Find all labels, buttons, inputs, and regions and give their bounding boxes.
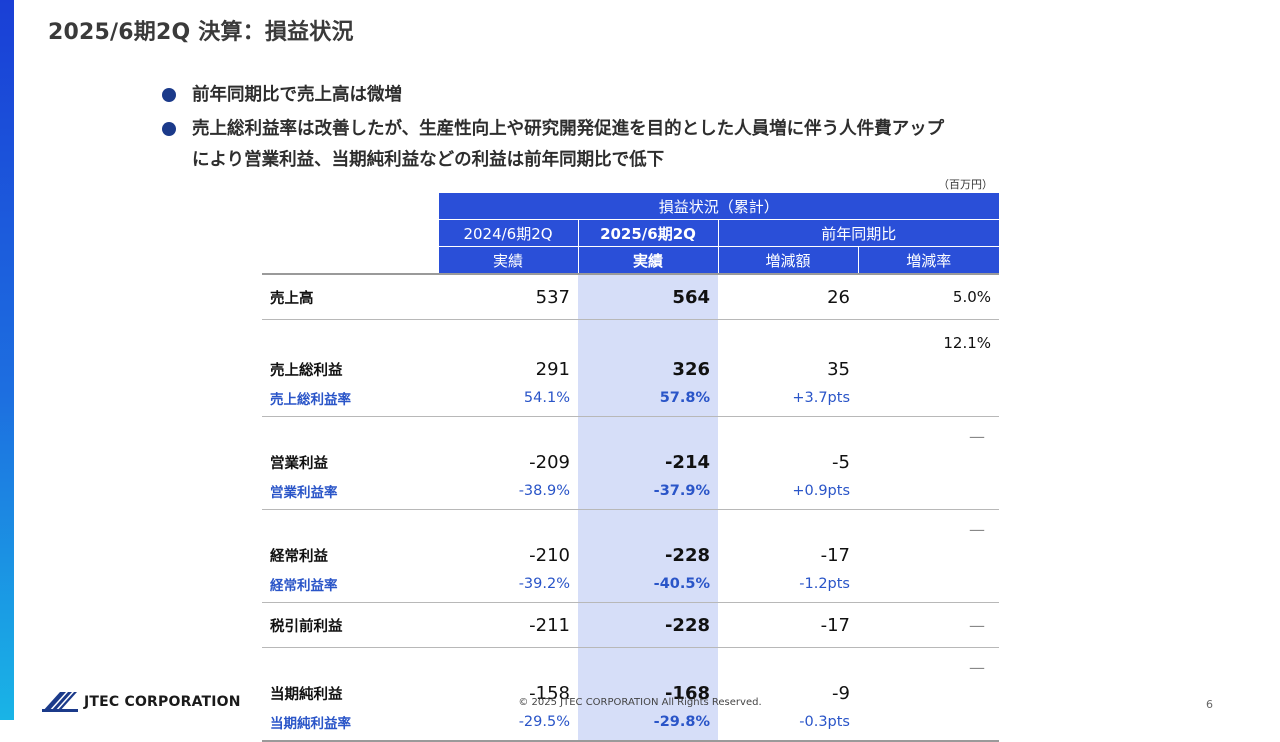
table-row: 売上高 537 564 26 5.0% xyxy=(262,273,1000,320)
unit-label: （百万円） xyxy=(938,178,993,191)
row-sub-label: 営業利益率 xyxy=(270,485,338,501)
page-title: 2025/6期2Q 決算：損益状況 xyxy=(48,20,354,45)
col-header-yoy: 前年同期比 xyxy=(717,219,1000,247)
row-sub-label: 当期純利益率 xyxy=(262,708,438,742)
value-diff: -17 xyxy=(718,509,858,570)
sidebar-accent-bar xyxy=(0,0,14,720)
row-label: 税引前利益 xyxy=(262,602,438,648)
table-subrow: 営業利益率 -38.9% -37.9% +0.9pts xyxy=(262,477,999,510)
value-diff: 35 xyxy=(718,319,858,384)
sub-value-diff: -1.2pts xyxy=(799,576,850,592)
value-diff: 26 xyxy=(718,273,858,320)
bullet-text: 前年同期比で売上高は微増 xyxy=(192,85,402,105)
bullet-item-continuation: により営業利益、当期純利益などの利益は前年同期比で低下 xyxy=(162,145,944,176)
value-prev: -209 xyxy=(438,416,578,477)
page-number: 6 xyxy=(1206,698,1213,711)
value-diff: -17 xyxy=(718,602,858,648)
sub-value-curr: 57.8% xyxy=(578,384,718,417)
bullet-dot-icon xyxy=(162,88,176,102)
table-row: 売上総利益 291 326 35 12.1% xyxy=(262,319,1000,384)
table-subrow: 経常利益率 -39.2% -40.5% -1.2pts xyxy=(262,570,999,603)
col-header-prev: 2024/6期2Q xyxy=(437,219,578,247)
value-prev: 291 xyxy=(438,319,578,384)
table-row: 営業利益 -209 -214 -5 — xyxy=(262,416,1000,477)
row-label: 当期純利益 xyxy=(262,647,438,708)
sub-header-actual-curr: 実績 xyxy=(577,246,718,274)
empty-cell xyxy=(858,570,999,603)
value-rate: — xyxy=(858,509,1000,570)
sub-value-diff: +3.7pts xyxy=(792,390,850,406)
value-prev: 537 xyxy=(438,273,578,320)
sub-value-diff: -0.3pts xyxy=(718,708,858,742)
income-statement-table: 損益状況（累計） 2024/6期2Q 2025/6期2Q 前年同期比 実績 実績… xyxy=(262,193,1000,742)
header-blank xyxy=(262,219,438,247)
value-prev: -158 xyxy=(438,647,578,708)
value-curr: 326 xyxy=(578,319,718,384)
value-prev: -210 xyxy=(438,509,578,570)
row-label: 売上高 xyxy=(262,273,438,320)
value-curr: -214 xyxy=(578,416,718,477)
sub-value-prev: -38.9% xyxy=(518,483,570,499)
logo-text: JTEC CORPORATION xyxy=(84,694,241,710)
sub-value-prev: -29.5% xyxy=(438,708,578,742)
sub-value-prev: 54.1% xyxy=(523,390,570,406)
sub-value-diff: +0.9pts xyxy=(792,483,850,499)
table-row: 税引前利益 -211 -228 -17 — xyxy=(262,602,1000,648)
empty-cell xyxy=(858,708,1000,742)
value-curr: -228 xyxy=(578,509,718,570)
value-curr: -228 xyxy=(578,602,718,648)
table-subrow: 当期純利益率 -29.5% -29.8% -0.3pts xyxy=(262,708,1000,742)
bullet-item: 前年同期比で売上高は微増 xyxy=(162,80,944,111)
value-curr: -168 xyxy=(578,647,718,708)
sub-value-curr: -40.5% xyxy=(578,570,718,603)
value-rate: — xyxy=(858,416,1000,477)
jtec-logo-icon xyxy=(42,692,78,712)
header-blank xyxy=(262,246,438,274)
value-rate: — xyxy=(858,602,1000,648)
bullet-list: 前年同期比で売上高は微増 売上総利益率は改善したが、生産性向上や研究開発促進を目… xyxy=(162,80,944,179)
bullet-dot-icon xyxy=(162,122,176,136)
col-header-curr: 2025/6期2Q xyxy=(577,219,718,247)
table-row: 経常利益 -210 -228 -17 — xyxy=(262,509,1000,570)
table-row: 当期純利益 -158 -168 -9 — xyxy=(262,647,1000,708)
value-curr: 564 xyxy=(578,273,718,320)
bullet-text: により営業利益、当期純利益などの利益は前年同期比で低下 xyxy=(192,150,665,170)
value-rate: — xyxy=(858,647,1000,708)
row-label: 営業利益 xyxy=(262,416,438,477)
sub-value-curr: -29.8% xyxy=(578,708,718,742)
sub-value-curr: -37.9% xyxy=(578,477,718,510)
copyright-text: © 2025 JTEC CORPORATION All Rights Reser… xyxy=(518,697,762,708)
company-logo: JTEC CORPORATION xyxy=(42,692,241,712)
empty-cell xyxy=(858,477,999,510)
empty-cell xyxy=(858,384,999,417)
sub-header-diff: 増減額 xyxy=(717,246,858,274)
row-label: 経常利益 xyxy=(262,509,438,570)
value-prev: -211 xyxy=(438,602,578,648)
bullet-item: 売上総利益率は改善したが、生産性向上や研究開発促進を目的とした人員増に伴う人件費… xyxy=(162,114,944,145)
header-blank xyxy=(262,193,438,220)
value-diff: -9 xyxy=(718,647,858,708)
group-header: 損益状況（累計） xyxy=(437,193,1000,220)
row-sub-label: 売上総利益率 xyxy=(270,392,351,408)
row-label: 売上総利益 xyxy=(262,319,438,384)
table-subrow: 売上総利益率 54.1% 57.8% +3.7pts xyxy=(262,384,999,417)
sub-header-rate: 増減率 xyxy=(857,246,1000,274)
sub-value-prev: -39.2% xyxy=(518,576,570,592)
sub-header-actual-prev: 実績 xyxy=(437,246,578,274)
row-sub-label: 経常利益率 xyxy=(270,578,338,594)
value-diff: -5 xyxy=(718,416,858,477)
value-rate: 5.0% xyxy=(858,273,1000,320)
value-rate: 12.1% xyxy=(858,319,1000,384)
bullet-text: 売上総利益率は改善したが、生産性向上や研究開発促進を目的とした人員増に伴う人件費… xyxy=(192,119,945,139)
